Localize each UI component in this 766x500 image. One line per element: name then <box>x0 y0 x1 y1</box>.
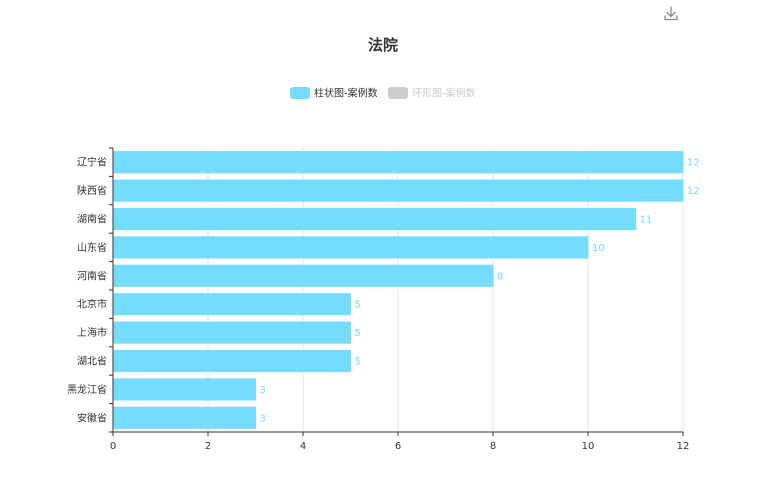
bar[interactable] <box>113 321 352 344</box>
y-category-label: 陕西省 <box>77 184 107 197</box>
x-tick-label: 8 <box>490 441 496 452</box>
y-category-label: 辽宁省 <box>77 156 107 169</box>
legend-swatch-bar <box>290 87 310 99</box>
data-label: 3 <box>260 385 266 396</box>
download-icon[interactable] <box>662 4 680 22</box>
bar[interactable] <box>113 349 352 373</box>
y-category-label: 上海市 <box>77 326 107 339</box>
data-label: 5 <box>355 328 361 339</box>
axes <box>109 147 684 436</box>
bar[interactable] <box>113 151 684 174</box>
chart-title: 法院 <box>368 36 398 54</box>
legend: 柱状图-案例数 环形图-案例数 <box>290 87 476 100</box>
bar[interactable] <box>113 207 637 231</box>
labels: 0 2 4 6 8 10 12 辽宁省 12 陕西省 12 湖南省 11 山东省 10 河南省 8 北京市 5 上海市… <box>67 156 700 452</box>
y-category-label: 北京市 <box>77 298 107 311</box>
data-label: 8 <box>497 271 503 282</box>
x-tick-label: 10 <box>582 441 595 452</box>
x-tick-label: 12 <box>677 441 690 452</box>
y-category-label: 湖南省 <box>77 213 107 226</box>
y-category-label: 湖北省 <box>77 355 107 368</box>
y-category-label: 黑龙江省 <box>67 383 107 396</box>
bar[interactable] <box>113 378 257 401</box>
x-tick-label: 2 <box>205 441 211 452</box>
bar[interactable] <box>113 236 589 259</box>
data-label: 5 <box>355 357 361 368</box>
data-label: 5 <box>355 300 361 311</box>
legend-swatch-ring <box>388 87 408 99</box>
x-tick-label: 0 <box>110 441 116 452</box>
legend-item-bar[interactable]: 柱状图-案例数 <box>290 87 378 100</box>
y-category-label: 安徽省 <box>77 411 107 424</box>
bar[interactable] <box>113 293 352 316</box>
x-tick-label: 6 <box>395 441 401 452</box>
bar[interactable] <box>113 264 494 287</box>
bar[interactable] <box>113 179 684 202</box>
y-category-label: 河南省 <box>77 269 107 282</box>
legend-label-ring: 环形图-案例数 <box>412 87 476 100</box>
data-label: 10 <box>592 243 605 254</box>
data-label: 12 <box>687 158 700 169</box>
data-label: 12 <box>687 186 700 197</box>
x-tick-label: 4 <box>300 441 306 452</box>
y-category-label: 山东省 <box>77 241 107 254</box>
data-label: 11 <box>640 215 653 226</box>
legend-item-ring[interactable]: 环形图-案例数 <box>388 87 476 100</box>
bar[interactable] <box>113 406 257 429</box>
data-label: 3 <box>260 413 266 424</box>
bars <box>113 151 684 429</box>
legend-label-bar: 柱状图-案例数 <box>314 87 378 100</box>
